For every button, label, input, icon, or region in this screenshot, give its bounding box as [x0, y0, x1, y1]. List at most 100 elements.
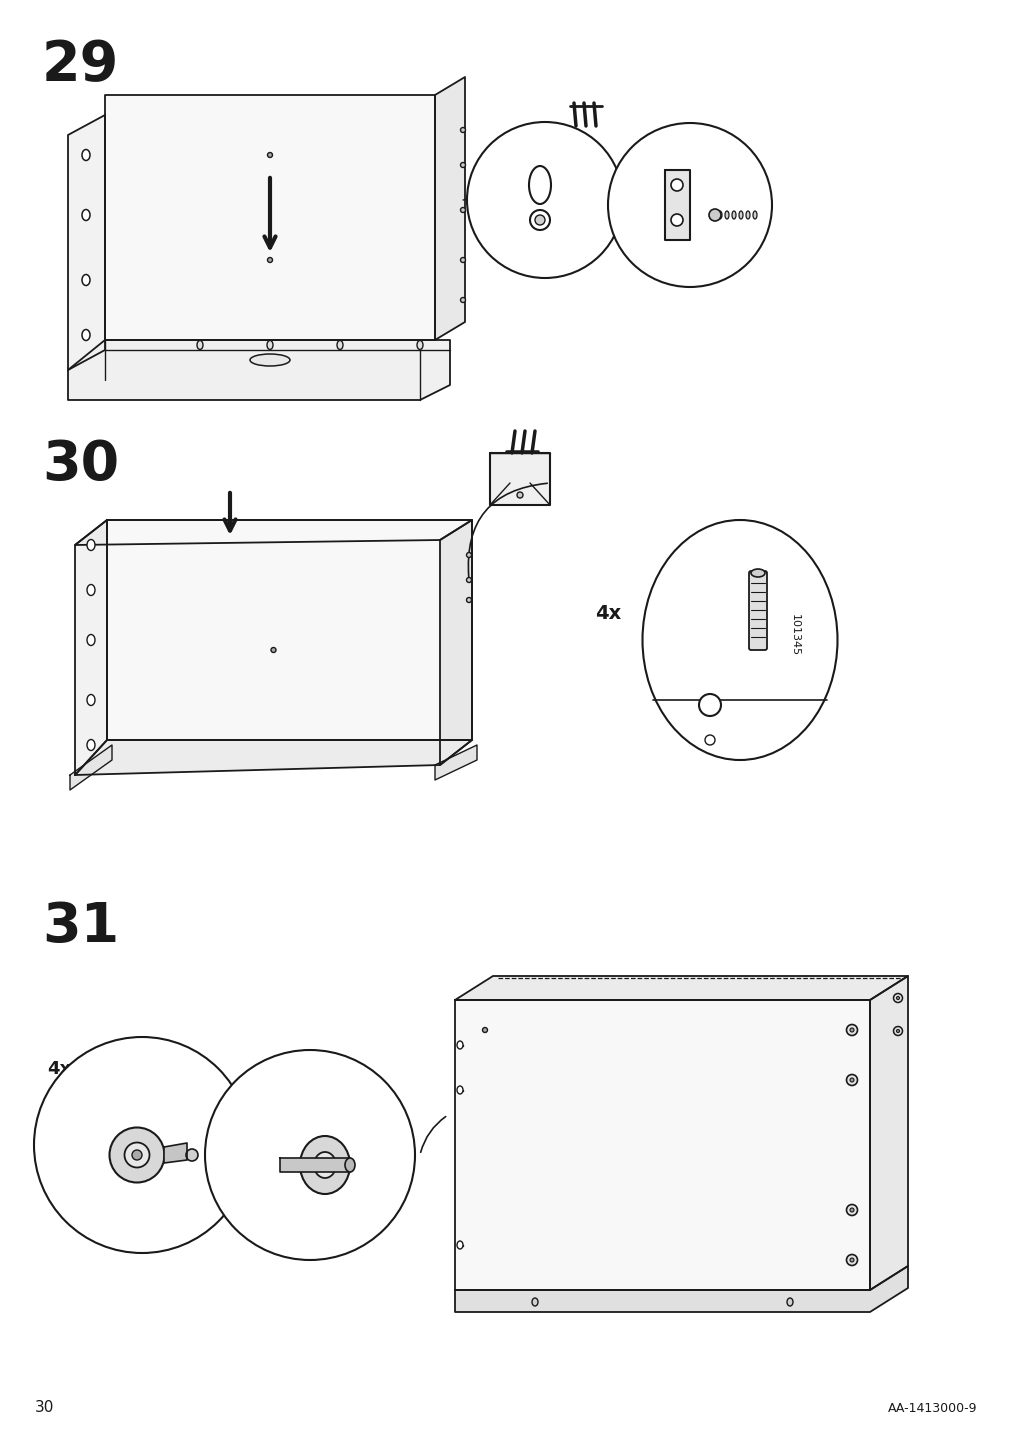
Ellipse shape: [267, 341, 273, 349]
Ellipse shape: [299, 1136, 350, 1194]
Text: 29: 29: [42, 39, 119, 92]
Ellipse shape: [893, 994, 902, 1002]
Ellipse shape: [267, 152, 272, 158]
Text: 108511: 108511: [663, 136, 711, 149]
Ellipse shape: [709, 209, 720, 221]
Ellipse shape: [642, 520, 837, 760]
Ellipse shape: [460, 127, 465, 133]
Text: 101345: 101345: [790, 614, 800, 656]
Ellipse shape: [87, 695, 95, 706]
Ellipse shape: [87, 634, 95, 646]
Text: 31: 31: [42, 899, 119, 954]
Ellipse shape: [124, 1143, 150, 1167]
Polygon shape: [455, 1000, 869, 1290]
Ellipse shape: [529, 166, 550, 203]
Polygon shape: [75, 520, 107, 775]
Ellipse shape: [849, 1078, 853, 1083]
Ellipse shape: [197, 341, 203, 349]
Ellipse shape: [82, 275, 90, 285]
Ellipse shape: [896, 1030, 899, 1032]
Ellipse shape: [457, 1085, 463, 1094]
Ellipse shape: [845, 1254, 856, 1266]
Ellipse shape: [893, 1027, 902, 1035]
Polygon shape: [107, 520, 471, 740]
Text: 30: 30: [42, 438, 119, 493]
Ellipse shape: [535, 215, 545, 225]
Ellipse shape: [131, 1150, 142, 1160]
Polygon shape: [664, 170, 690, 241]
Ellipse shape: [849, 1209, 853, 1211]
Text: 4x: 4x: [47, 1060, 71, 1078]
Ellipse shape: [466, 553, 471, 557]
Ellipse shape: [517, 493, 523, 498]
Ellipse shape: [896, 997, 899, 1000]
Ellipse shape: [845, 1074, 856, 1085]
Ellipse shape: [705, 735, 715, 745]
Polygon shape: [869, 977, 907, 1290]
Polygon shape: [435, 77, 464, 339]
Text: AA-1413000-9: AA-1413000-9: [887, 1402, 976, 1415]
Ellipse shape: [752, 211, 756, 219]
Circle shape: [466, 122, 623, 278]
Polygon shape: [440, 520, 471, 765]
Polygon shape: [70, 745, 112, 790]
Polygon shape: [455, 977, 907, 1000]
Polygon shape: [75, 520, 471, 546]
Ellipse shape: [699, 695, 720, 716]
Ellipse shape: [460, 162, 465, 168]
Ellipse shape: [731, 211, 735, 219]
Ellipse shape: [460, 298, 465, 302]
Ellipse shape: [787, 1297, 793, 1306]
Ellipse shape: [337, 341, 343, 349]
Ellipse shape: [82, 209, 90, 221]
Ellipse shape: [670, 213, 682, 226]
Ellipse shape: [466, 577, 471, 583]
Ellipse shape: [460, 258, 465, 262]
Ellipse shape: [466, 597, 471, 603]
Polygon shape: [455, 1266, 907, 1312]
Text: 4x: 4x: [594, 603, 621, 623]
Text: 110630: 110630: [93, 1220, 141, 1233]
Polygon shape: [489, 453, 549, 505]
Ellipse shape: [670, 179, 682, 190]
Ellipse shape: [267, 258, 272, 262]
Ellipse shape: [745, 211, 749, 219]
Ellipse shape: [186, 1148, 198, 1161]
Circle shape: [608, 123, 771, 286]
Polygon shape: [68, 115, 105, 369]
Polygon shape: [280, 1158, 350, 1171]
Ellipse shape: [87, 584, 95, 596]
Ellipse shape: [717, 211, 721, 219]
Polygon shape: [164, 1143, 187, 1163]
Ellipse shape: [109, 1127, 165, 1183]
FancyBboxPatch shape: [748, 571, 766, 650]
Ellipse shape: [345, 1158, 355, 1171]
Ellipse shape: [460, 208, 465, 212]
Ellipse shape: [313, 1151, 336, 1179]
Ellipse shape: [849, 1028, 853, 1032]
Ellipse shape: [87, 739, 95, 750]
Ellipse shape: [457, 1242, 463, 1249]
Ellipse shape: [738, 211, 742, 219]
Ellipse shape: [849, 1257, 853, 1262]
Ellipse shape: [82, 149, 90, 160]
Ellipse shape: [845, 1204, 856, 1216]
Ellipse shape: [532, 1297, 538, 1306]
Ellipse shape: [724, 211, 728, 219]
Ellipse shape: [271, 647, 276, 653]
Ellipse shape: [250, 354, 290, 367]
Polygon shape: [435, 745, 476, 780]
Circle shape: [205, 1050, 415, 1260]
Ellipse shape: [457, 1041, 463, 1050]
Ellipse shape: [417, 341, 423, 349]
Ellipse shape: [750, 569, 764, 577]
Ellipse shape: [530, 211, 549, 231]
Polygon shape: [68, 339, 450, 400]
Ellipse shape: [87, 540, 95, 550]
Ellipse shape: [482, 1028, 487, 1032]
Text: 30: 30: [35, 1400, 55, 1415]
Ellipse shape: [82, 329, 90, 341]
Circle shape: [34, 1037, 250, 1253]
Polygon shape: [75, 740, 471, 775]
Ellipse shape: [845, 1024, 856, 1035]
